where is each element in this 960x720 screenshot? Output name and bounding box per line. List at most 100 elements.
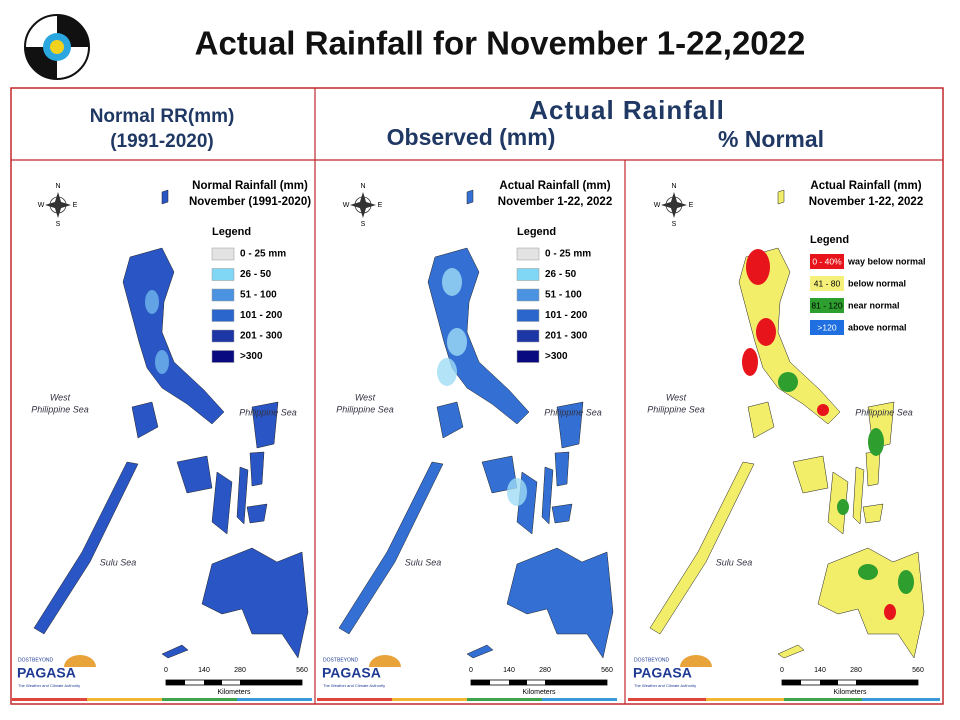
sea-label: Philippine Sea xyxy=(855,407,913,417)
logo-text: The Weather and Climate Authority xyxy=(18,683,80,688)
legend-swatch xyxy=(516,247,540,261)
scale-label: 0 xyxy=(164,667,168,674)
bottom-stripe xyxy=(784,698,862,701)
region xyxy=(447,328,467,356)
scale-label: 280 xyxy=(234,667,246,674)
legend-swatch xyxy=(211,329,235,343)
legend-swatch xyxy=(211,268,235,281)
logo-umbrella xyxy=(64,655,96,667)
legend-label: >300 xyxy=(240,351,263,362)
scale-label: 560 xyxy=(912,667,924,674)
bottom-stripe xyxy=(237,698,312,701)
scale-label: 560 xyxy=(601,667,613,674)
sea-label: West xyxy=(666,392,687,402)
bottom-stripe xyxy=(862,698,940,701)
scale-segment xyxy=(782,680,801,685)
sea-label: Sulu Sea xyxy=(405,557,442,567)
land xyxy=(338,189,614,659)
sea-label: Philippine Sea xyxy=(31,404,89,414)
legend-swatch xyxy=(810,276,844,291)
scale-segment xyxy=(471,680,490,685)
legend-title: Legend xyxy=(810,234,849,246)
header-cell: Actual Rainfall xyxy=(529,95,725,125)
logo-text: DOST xyxy=(18,657,32,663)
compass: N S E W xyxy=(343,183,383,228)
legend-swatch xyxy=(211,350,235,363)
sea-label: Philippine Sea xyxy=(239,407,297,417)
logo-text: BEYOND xyxy=(337,657,359,663)
logo-umbrella xyxy=(369,655,401,667)
legend-swatch xyxy=(516,350,540,363)
map-panel: Actual Rainfall (mm) November 1-22, 2022 N… xyxy=(628,180,940,701)
compass-label: S xyxy=(361,221,366,228)
scale-segment xyxy=(820,680,838,685)
compass: N S E W xyxy=(38,183,78,228)
region xyxy=(442,268,462,296)
bottom-stripe xyxy=(162,698,237,701)
sea-label: Sulu Sea xyxy=(716,557,753,567)
scale-label: 560 xyxy=(296,667,308,674)
bottom-stripe xyxy=(542,698,617,701)
legend-label: 81 - 120 xyxy=(811,300,842,310)
scale-segment xyxy=(545,680,607,685)
bottom-stripe xyxy=(628,698,706,701)
logo-text: PAGASA xyxy=(322,665,381,681)
scale-label: 0 xyxy=(780,667,784,674)
compass: N S E W xyxy=(654,183,694,228)
header-cell: Normal RR(mm) xyxy=(90,106,235,127)
legend-label: >300 xyxy=(545,351,568,362)
legend-label: >120 xyxy=(817,322,836,332)
pagasa-logo: DOST BEYOND PAGASA The Weather and Climate … xyxy=(322,655,401,688)
legend-label: 101 - 200 xyxy=(240,310,283,321)
legend-title: Legend xyxy=(212,226,251,238)
logo-text: BEYOND xyxy=(32,657,54,663)
scale-unit: Kilometers xyxy=(522,689,556,696)
legend-swatch xyxy=(516,329,540,343)
sea-label: Sulu Sea xyxy=(100,557,137,567)
legend-swatch xyxy=(211,288,235,302)
compass-ring xyxy=(354,196,372,214)
compass-rose xyxy=(45,192,71,218)
scale-segment xyxy=(204,680,222,685)
logo-text: BEYOND xyxy=(648,657,670,663)
header-cell: (1991-2020) xyxy=(110,131,214,152)
legend-swatch xyxy=(211,309,235,322)
region xyxy=(817,404,829,416)
legend-description: near normal xyxy=(848,300,900,310)
compass-label: W xyxy=(654,202,661,209)
region xyxy=(868,428,884,456)
region xyxy=(145,290,159,314)
legend-label: 26 - 50 xyxy=(545,269,577,280)
compass-label: E xyxy=(689,202,694,209)
compass-label: W xyxy=(38,202,45,209)
map-title: November 1-22, 2022 xyxy=(809,196,923,208)
region xyxy=(742,348,758,376)
legend-description: above normal xyxy=(848,322,907,332)
logo-text: The Weather and Climate Authority xyxy=(634,683,696,688)
map-title: Actual Rainfall (mm) xyxy=(810,180,921,192)
region xyxy=(898,570,914,594)
scale-segment xyxy=(856,680,918,685)
legend-swatch xyxy=(516,288,540,302)
legend-swatch xyxy=(810,254,844,269)
scale-unit: Kilometers xyxy=(833,689,867,696)
bottom-stripe xyxy=(87,698,162,701)
header-cell: Observed (mm) xyxy=(387,124,556,150)
scale-label: 0 xyxy=(469,667,473,674)
scale-label: 140 xyxy=(503,667,515,674)
logo-text: DOST xyxy=(323,657,337,663)
logo xyxy=(24,14,90,80)
map-panel: Normal Rainfall (mm) November (1991-2020)… xyxy=(12,180,312,701)
pagasa-logo: DOST BEYOND PAGASA The Weather and Climate … xyxy=(633,655,712,688)
compass-label: N xyxy=(360,183,365,190)
region xyxy=(837,499,849,515)
scale-unit: Kilometers xyxy=(217,689,251,696)
scale-label: 280 xyxy=(850,667,862,674)
header-cell: % Normal xyxy=(718,126,824,152)
legend-swatch xyxy=(211,247,235,261)
legend-label: 0 - 25 mm xyxy=(240,249,286,260)
scale-segment xyxy=(166,680,185,685)
region xyxy=(507,478,527,506)
legend-label: 201 - 300 xyxy=(545,331,588,342)
